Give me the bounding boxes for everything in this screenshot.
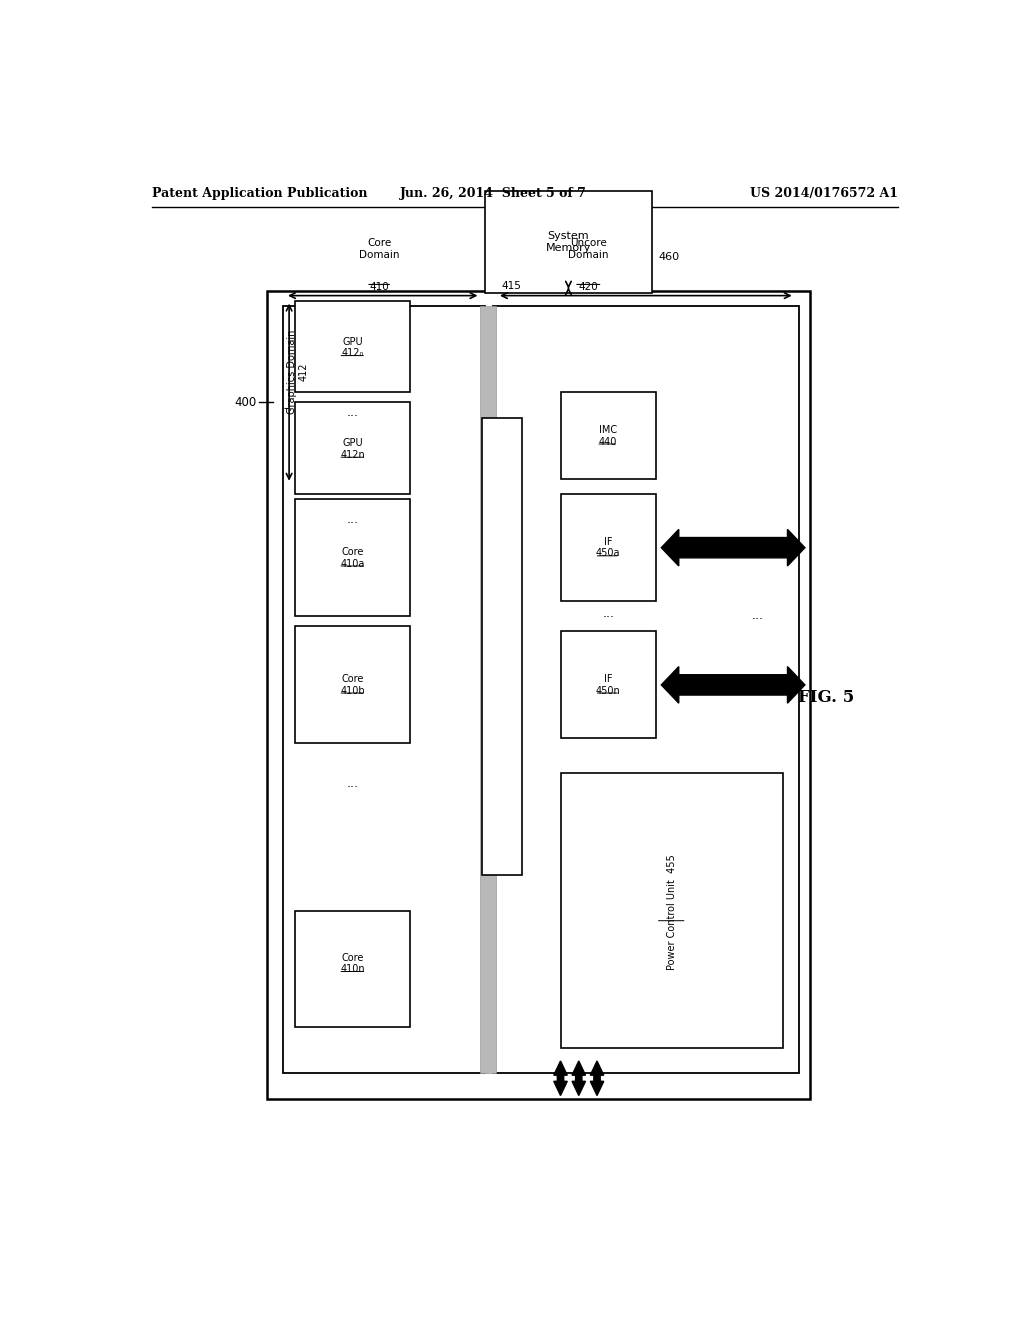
Bar [295,301,410,392]
Bar [295,626,410,743]
Bar [295,403,410,494]
Bar [494,306,799,1073]
Text: ...: ... [346,777,358,789]
Text: Core
410n: Core 410n [340,953,365,974]
Bar [283,306,485,1073]
Text: Uncore
Domain: Uncore Domain [568,239,608,260]
Text: Power Control Unit  455: Power Control Unit 455 [667,854,677,970]
Text: 460: 460 [658,252,679,261]
Text: Jun. 26, 2014  Sheet 5 of 7: Jun. 26, 2014 Sheet 5 of 7 [399,187,587,201]
Bar [560,494,655,601]
Text: Core
410b: Core 410b [340,675,365,696]
Text: Core
410a: Core 410a [340,546,365,569]
Text: System
Memory: System Memory [546,231,591,252]
Text: 415: 415 [501,281,521,290]
Bar [485,191,652,293]
Text: ...: ... [602,607,614,620]
Text: 400: 400 [234,396,257,409]
Bar [267,290,811,1098]
Text: IF
450a: IF 450a [596,537,621,558]
Polygon shape [590,1061,604,1096]
Text: Patent Application Publication: Patent Application Publication [152,187,368,201]
Bar [560,392,655,479]
Text: Core
Domain: Core Domain [359,239,399,260]
Text: GPU
412₀: GPU 412₀ [341,337,364,358]
Bar [295,911,410,1027]
Text: GPU
412n: GPU 412n [340,438,365,459]
Polygon shape [572,1061,586,1096]
Bar [480,306,497,1073]
Polygon shape [662,667,805,704]
Text: 410: 410 [370,282,389,293]
Text: 420: 420 [579,282,598,293]
Text: ...: ... [346,407,358,418]
Polygon shape [662,529,805,566]
Text: FIG. 5: FIG. 5 [799,689,854,706]
Text: Shared Cache
430: Shared Cache 430 [484,614,506,682]
Bar [560,774,782,1048]
Text: US 2014/0176572 A1: US 2014/0176572 A1 [750,187,898,201]
Bar [295,499,410,615]
Text: Graphics Domain
412: Graphics Domain 412 [287,330,308,414]
Bar [482,417,521,875]
Text: IMC
440: IMC 440 [599,425,617,446]
Text: ...: ... [346,512,358,525]
Polygon shape [554,1061,567,1096]
Bar [560,631,655,738]
Text: IF
450n: IF 450n [596,675,621,696]
Text: ...: ... [752,610,763,622]
